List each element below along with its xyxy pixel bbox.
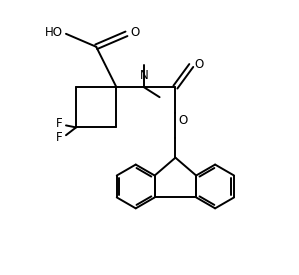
Text: N: N bbox=[140, 69, 149, 82]
Text: O: O bbox=[130, 26, 139, 39]
Text: F: F bbox=[55, 117, 62, 130]
Text: HO: HO bbox=[45, 26, 63, 39]
Text: F: F bbox=[55, 131, 62, 144]
Text: O: O bbox=[178, 114, 187, 127]
Text: O: O bbox=[194, 58, 203, 71]
